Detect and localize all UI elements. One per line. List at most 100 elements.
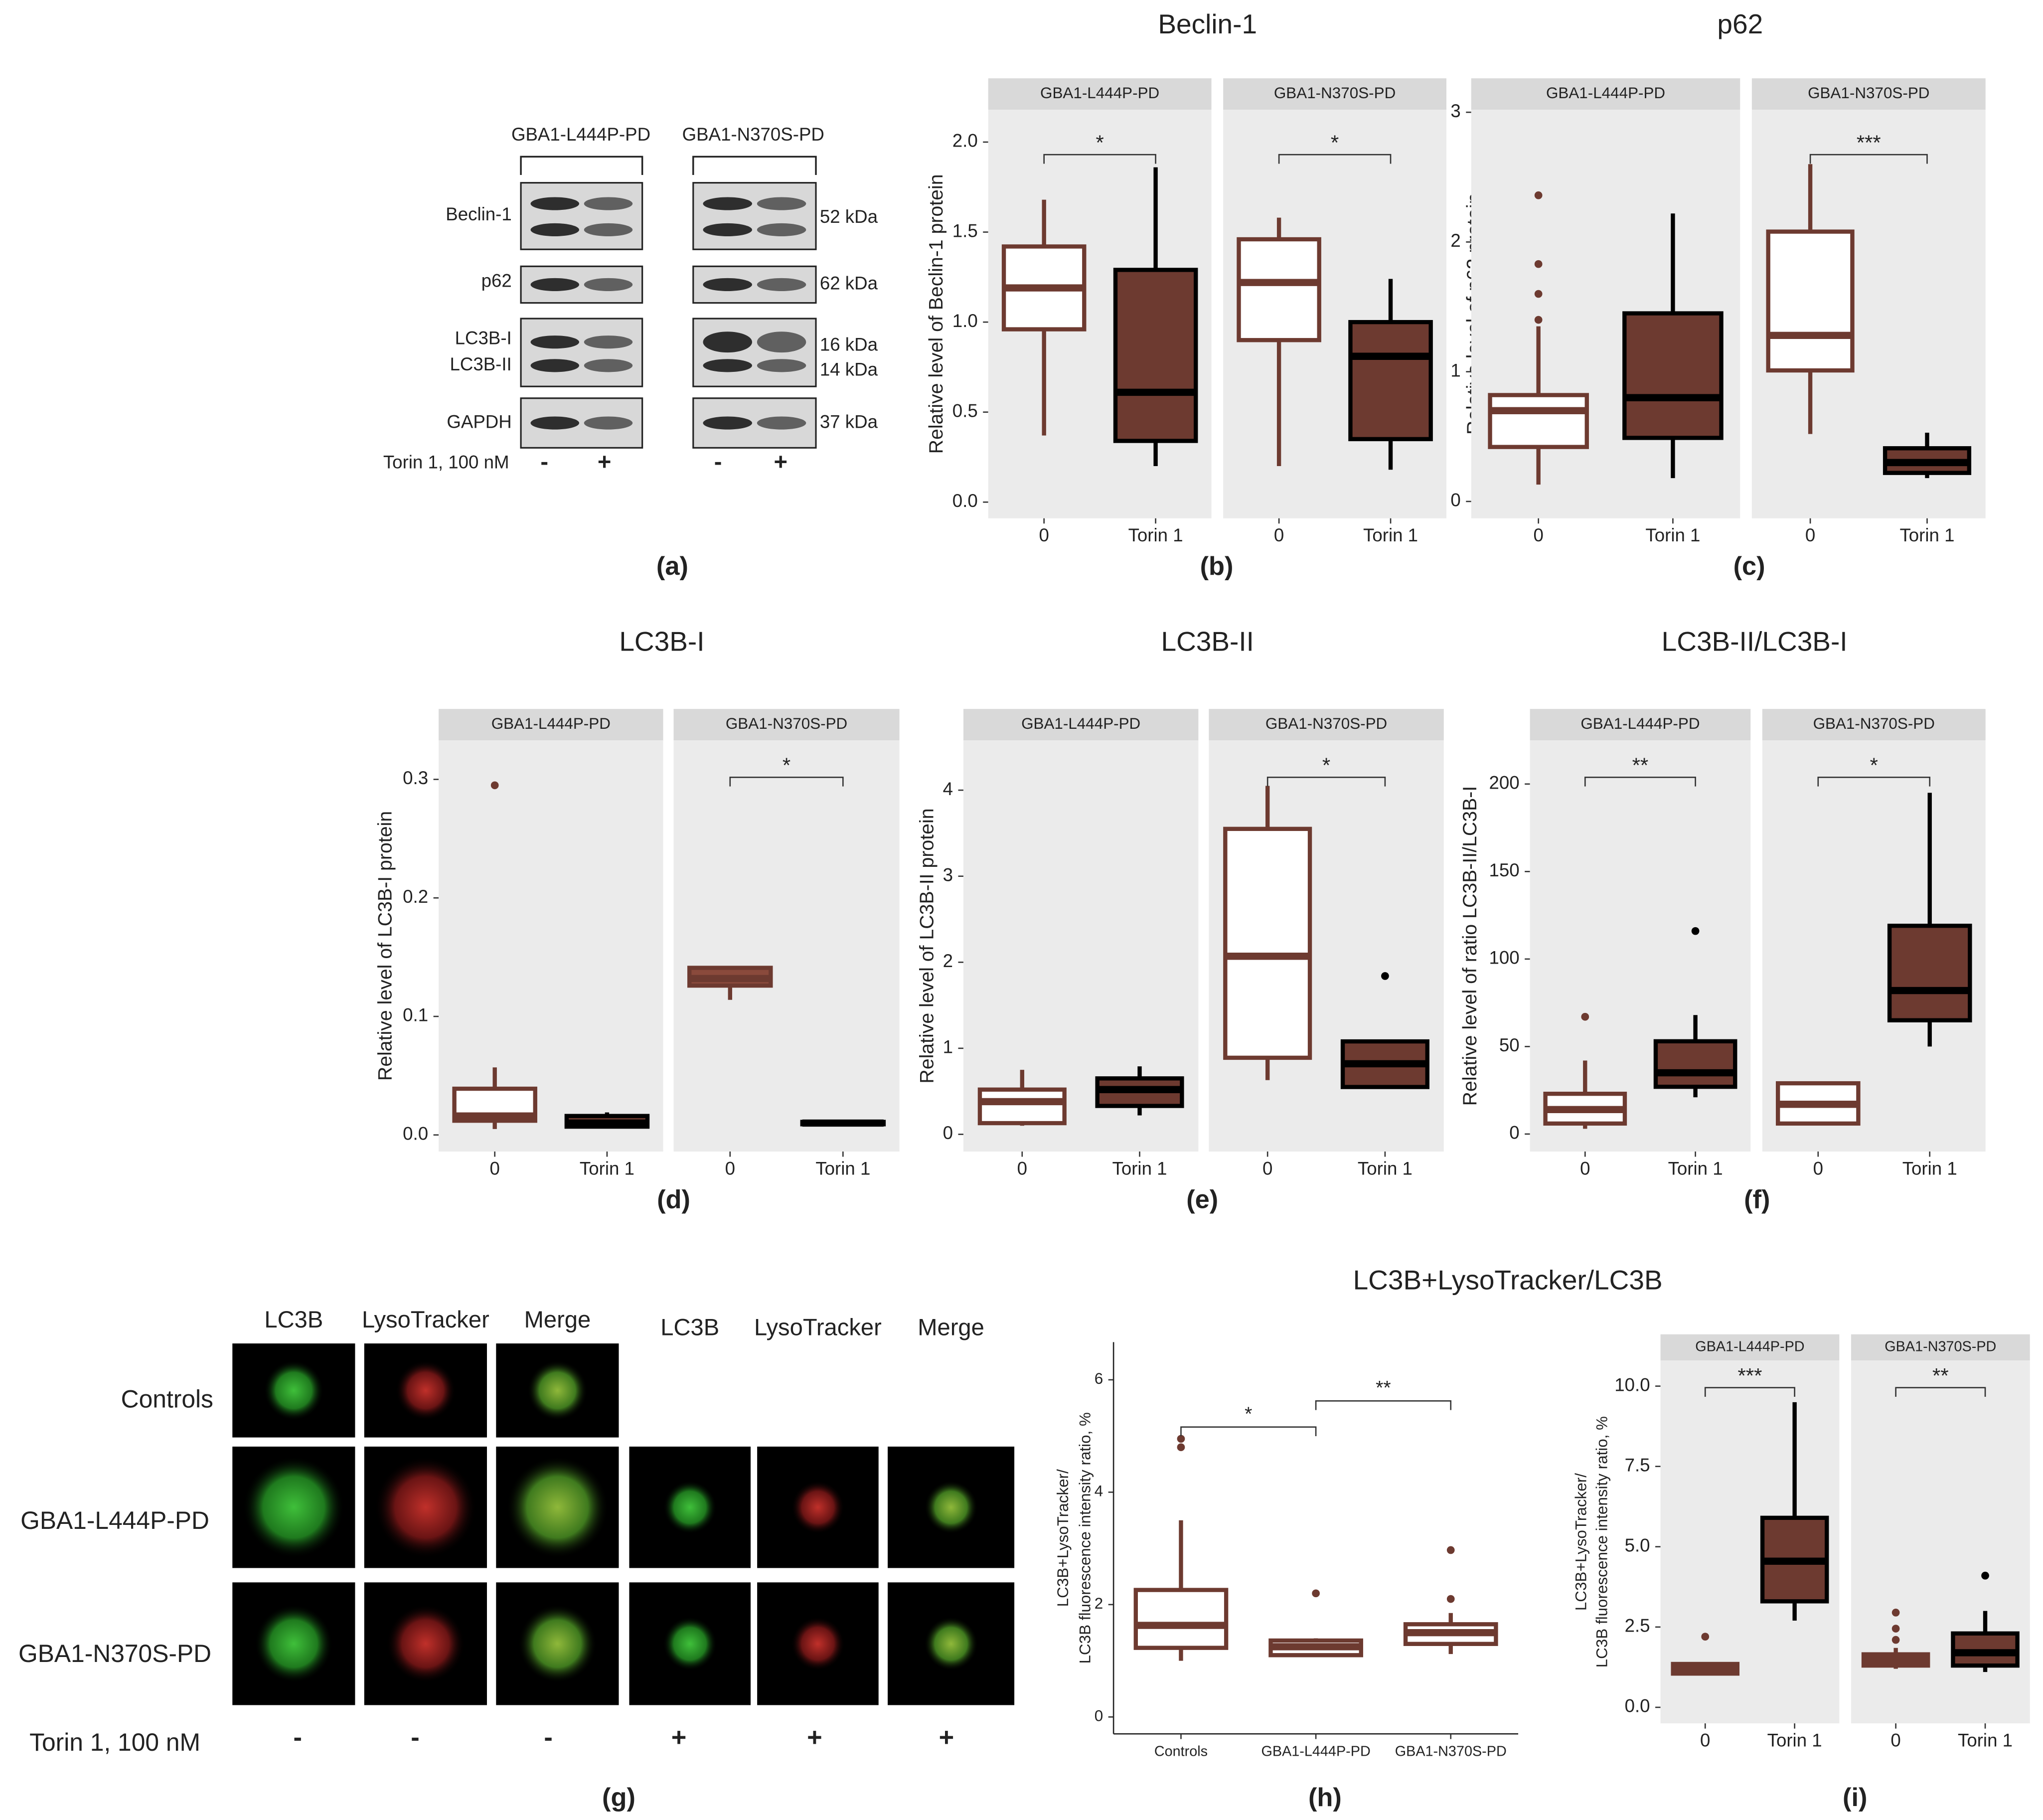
y-axis-label: Relative level of LC3B-I protein <box>374 811 396 1081</box>
treatment-sign: + <box>671 1723 687 1752</box>
blot-row-label: Beclin-1 <box>446 204 511 224</box>
y-axis-label: LC3B+LysoTracker/ <box>1054 1469 1072 1607</box>
significance-bracket <box>1180 1426 1317 1436</box>
blot-band <box>530 359 579 372</box>
outlier <box>1534 260 1543 268</box>
significance-label: * <box>783 753 790 777</box>
cell <box>527 1360 588 1421</box>
x-tick-label: 0 <box>1890 1730 1900 1751</box>
channel-label: LC3B <box>660 1314 719 1340</box>
outlier <box>1446 1546 1455 1554</box>
outlier <box>1534 191 1543 199</box>
channel-label: LC3B <box>264 1306 323 1332</box>
outlier <box>1581 1012 1589 1021</box>
y-axis-label: Relative level of ratio LC3B-II/LC3B-I <box>1459 786 1481 1106</box>
y-tick-label: 7.5 <box>1625 1455 1650 1475</box>
significance-label: ** <box>1632 753 1649 777</box>
blot-frame <box>520 182 643 250</box>
facet-strip <box>963 709 1199 741</box>
panel-background <box>1851 1360 2030 1724</box>
y-axis-label: LC3B+LysoTracker/ <box>1572 1473 1590 1611</box>
row-label: GBA1-L444P-PD <box>20 1506 209 1534</box>
channel-label: Merge <box>918 1314 984 1340</box>
y-tick-label: 4 <box>1095 1483 1103 1500</box>
y-tick-label: 100 <box>1489 948 1520 968</box>
box <box>1133 1588 1229 1650</box>
chart-title: LC3B+LysoTracker/LC3B <box>1353 1264 1663 1295</box>
y-tick-label: 200 <box>1489 772 1520 793</box>
facet-label: GBA1-L444P-PD <box>491 715 611 732</box>
x-tick-label: Torin 1 <box>1112 1158 1167 1178</box>
treatment-sign: - <box>540 448 548 475</box>
facet-strip <box>1471 78 1740 110</box>
facet-strip <box>673 709 900 741</box>
chart-title: Beclin-1 <box>1158 8 1257 39</box>
treatment-sign: + <box>774 448 788 475</box>
facet-label: GBA1-N370S-PD <box>1808 84 1929 102</box>
facet-label: GBA1-N370S-PD <box>1885 1339 1996 1355</box>
cell <box>791 1481 845 1534</box>
blot-size: 62 kDa <box>820 273 878 294</box>
outlier <box>1981 1571 1989 1580</box>
outlier <box>1534 290 1543 298</box>
treatment-sign: - <box>293 1723 302 1752</box>
significance-label: *** <box>1737 1364 1762 1387</box>
y-tick-label: 0.0 <box>1625 1696 1650 1716</box>
x-tick-label: 0 <box>490 1158 500 1178</box>
blot-size: 14 kDa <box>820 359 878 380</box>
outlier <box>1177 1443 1185 1452</box>
facet-label: GBA1-N370S-PD <box>726 715 847 732</box>
chart-title: LC3B-I <box>619 626 704 657</box>
blot-band <box>757 278 806 292</box>
y-tick-label: 6 <box>1095 1370 1103 1387</box>
outlier <box>1891 1625 1900 1633</box>
facet-strip <box>439 709 663 741</box>
facet-strip <box>1762 709 1986 741</box>
significance-bracket <box>1043 154 1156 164</box>
cell <box>374 1456 477 1559</box>
layout: GBA1-L444P-PD GBA1-N370S-PD Beclin-1 p62 LC3… <box>18 124 1015 1812</box>
cell <box>790 1617 845 1671</box>
outlier <box>1534 316 1543 324</box>
significance-label: * <box>1096 131 1103 154</box>
panel-letter: (f) <box>1744 1185 1770 1214</box>
blot-band <box>703 359 752 372</box>
chart-title: p62 <box>1717 8 1763 39</box>
blot-row-label: LC3B-II <box>450 354 511 374</box>
y-tick-label: 0.0 <box>403 1123 428 1144</box>
significance-label: ** <box>1376 1377 1391 1399</box>
cell <box>663 1617 717 1671</box>
box <box>1223 827 1312 1060</box>
blot-band <box>703 331 752 353</box>
y-tick-label: 0.2 <box>403 886 428 907</box>
significance-bracket <box>1809 154 1928 164</box>
y-tick-label: 1.5 <box>952 220 978 241</box>
blot-frame <box>692 318 817 387</box>
facet-label: GBA1-N370S-PD <box>1813 715 1935 732</box>
blot-band <box>703 223 752 237</box>
significance-bracket <box>1315 1400 1452 1410</box>
blot-band <box>703 278 752 292</box>
y-tick-label: 2 <box>1450 230 1460 251</box>
significance-label: * <box>1245 1403 1252 1425</box>
x-tick-label: Torin 1 <box>1958 1730 2013 1751</box>
y-tick-label: 0 <box>1095 1707 1103 1725</box>
box <box>1348 320 1433 442</box>
significance-bracket <box>1584 776 1696 787</box>
blot-size: 52 kDa <box>820 206 878 227</box>
channel-label: LysoTracker <box>754 1314 882 1340</box>
facet-label: GBA1-L444P-PD <box>1040 84 1159 102</box>
box <box>1113 268 1198 443</box>
x-tick-label: 0 <box>1580 1158 1590 1178</box>
x-tick-label: GBA1-L444P-PD <box>1261 1743 1370 1759</box>
cell <box>506 1456 609 1559</box>
outlier <box>1701 1633 1710 1641</box>
y-tick-label: 5.0 <box>1625 1535 1650 1555</box>
y-tick-label: 150 <box>1489 860 1520 880</box>
outlier <box>1312 1589 1320 1598</box>
blot-band <box>703 416 752 430</box>
x-tick-label: 0 <box>1533 525 1543 545</box>
x-tick-label: Torin 1 <box>1902 1158 1957 1178</box>
x-tick-label: 0 <box>1262 1158 1272 1178</box>
cell <box>924 1481 978 1534</box>
